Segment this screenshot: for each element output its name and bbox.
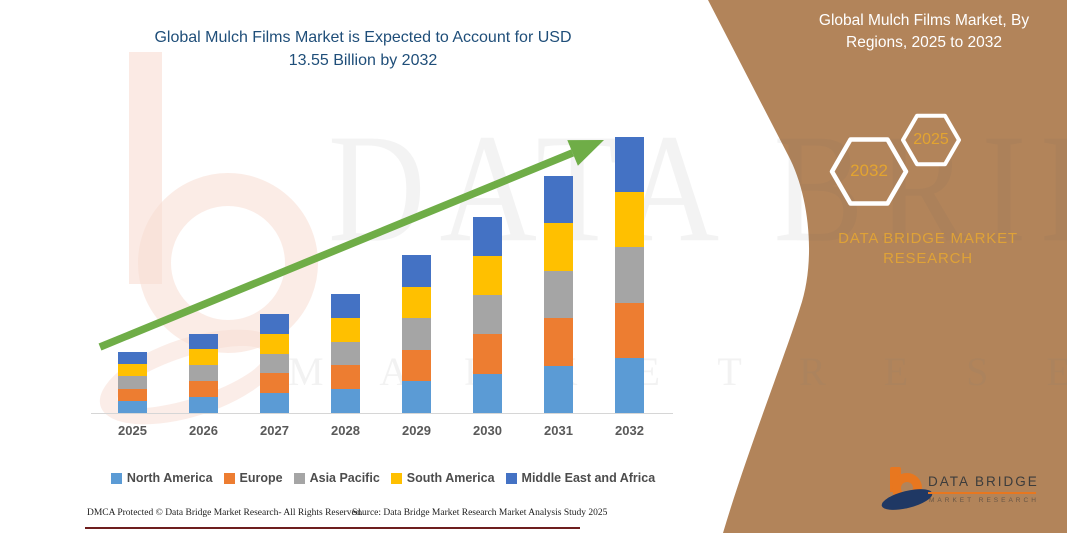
segment-asia-pacific-2027 [260, 353, 289, 374]
stacked-bar-2031 [544, 175, 573, 413]
segment-middle-east-and-africa-2027 [260, 314, 289, 334]
stacked-bar-2028 [331, 294, 360, 413]
segment-europe-2029 [402, 349, 431, 382]
legend-item-asia-pacific: Asia Pacific [293, 471, 380, 485]
logo-orange-rule [928, 492, 1036, 494]
segment-europe-2031 [544, 318, 573, 366]
segment-europe-2032 [615, 302, 644, 358]
x-axis-label-2025: 2025 [118, 423, 147, 438]
stacked-bar-2029 [402, 255, 431, 413]
segment-north-america-2029 [402, 381, 431, 413]
segment-europe-2026 [189, 381, 218, 398]
legend-label-asia-pacific: Asia Pacific [309, 471, 380, 485]
footer-maroon-rule [85, 527, 580, 529]
segment-asia-pacific-2029 [402, 318, 431, 350]
segment-south-america-2026 [189, 349, 218, 366]
segment-asia-pacific-2026 [189, 365, 218, 382]
chart-title-line1: Global Mulch Films Market is Expected to… [154, 29, 572, 46]
segment-middle-east-and-africa-2030 [473, 216, 502, 256]
segment-middle-east-and-africa-2032 [615, 137, 644, 193]
data-bridge-logo: DATA BRIDGE MARKET RESEARCH [878, 460, 1060, 522]
chart-title-line2: 13.55 Billion by 2032 [288, 52, 438, 69]
hexagon-year-2025: 2025 [913, 131, 949, 148]
legend-label-north-america: North America [126, 471, 213, 485]
x-axis-line [91, 413, 673, 414]
legend-swatch-south-america [390, 472, 402, 484]
segment-asia-pacific-2031 [544, 270, 573, 318]
segment-north-america-2031 [544, 365, 573, 413]
chart-title: Global Mulch Films Market is Expected to… [85, 26, 641, 72]
legend-item-north-america: North America [110, 471, 213, 485]
segment-south-america-2028 [331, 317, 360, 342]
legend-label-middle-east-and-africa: Middle East and Africa [521, 471, 656, 485]
segment-middle-east-and-africa-2031 [544, 175, 573, 223]
stacked-bar-2030 [473, 216, 502, 413]
stacked-bar-2025 [118, 352, 147, 413]
side-panel-title: Global Mulch Films Market, By Regions, 2… [795, 10, 1053, 54]
legend-item-middle-east-and-africa: Middle East and Africa [505, 471, 656, 485]
segment-north-america-2026 [189, 397, 218, 413]
segment-north-america-2025 [118, 400, 147, 413]
brand-line2: RESEARCH [883, 250, 973, 267]
segment-middle-east-and-africa-2028 [331, 294, 360, 318]
segment-south-america-2029 [402, 286, 431, 319]
legend-swatch-middle-east-and-africa [505, 472, 517, 484]
legend-label-south-america: South America [406, 471, 495, 485]
segment-europe-2030 [473, 334, 502, 374]
hexagon-year-2032: 2032 [850, 161, 888, 180]
side-panel-shape [708, 0, 1067, 533]
segment-middle-east-and-africa-2025 [118, 352, 147, 365]
segment-north-america-2030 [473, 373, 502, 413]
legend-item-europe: Europe [223, 471, 283, 485]
x-axis-label-2026: 2026 [189, 423, 218, 438]
x-axis-label-2028: 2028 [331, 423, 360, 438]
side-panel-title-line2: Regions, 2025 to 2032 [846, 34, 1002, 51]
x-axis-label-2031: 2031 [544, 423, 573, 438]
legend-item-south-america: South America [390, 471, 495, 485]
side-panel-title-line1: Global Mulch Films Market, By [818, 12, 1030, 29]
segment-asia-pacific-2025 [118, 376, 147, 389]
logo-name-text: DATA BRIDGE [928, 474, 1039, 489]
segment-north-america-2027 [260, 393, 289, 413]
stacked-bar-chart: 2025 2026 2027 2028 2029 2030 2031 2032 [85, 130, 681, 438]
segment-europe-2025 [118, 388, 147, 401]
segment-asia-pacific-2028 [331, 341, 360, 366]
stacked-bar-2032 [615, 137, 644, 413]
segment-south-america-2030 [473, 255, 502, 296]
logo-sub-text: MARKET RESEARCH [929, 497, 1039, 504]
legend-swatch-europe [223, 472, 235, 484]
segment-middle-east-and-africa-2026 [189, 333, 218, 350]
legend-swatch-north-america [110, 472, 122, 484]
segment-europe-2027 [260, 373, 289, 394]
side-panel-brand-text: DATA BRIDGE MARKET RESEARCH [802, 229, 1054, 269]
footer-source-text: Source: Data Bridge Market Research Mark… [352, 508, 608, 518]
segment-south-america-2031 [544, 223, 573, 271]
x-axis-label-2032: 2032 [615, 423, 644, 438]
stacked-bar-2027 [260, 314, 289, 413]
x-axis-label-2027: 2027 [260, 423, 289, 438]
segment-asia-pacific-2032 [615, 247, 644, 303]
segment-south-america-2027 [260, 333, 289, 354]
stacked-bar-2026 [189, 333, 218, 413]
segment-middle-east-and-africa-2029 [402, 255, 431, 287]
segment-asia-pacific-2030 [473, 295, 502, 335]
footer-dmca-text: DMCA Protected © Data Bridge Market Rese… [87, 508, 363, 518]
legend-label-europe: Europe [239, 471, 283, 485]
brand-line1: DATA BRIDGE MARKET [838, 230, 1018, 247]
x-axis-label-2029: 2029 [402, 423, 431, 438]
segment-south-america-2032 [615, 192, 644, 248]
segment-south-america-2025 [118, 364, 147, 377]
legend-swatch-asia-pacific [293, 472, 305, 484]
segment-north-america-2028 [331, 389, 360, 413]
segment-europe-2028 [331, 365, 360, 390]
chart-legend: North America Europe Asia Pacific South Ame… [85, 471, 681, 485]
x-axis-label-2030: 2030 [473, 423, 502, 438]
segment-north-america-2032 [615, 357, 644, 413]
